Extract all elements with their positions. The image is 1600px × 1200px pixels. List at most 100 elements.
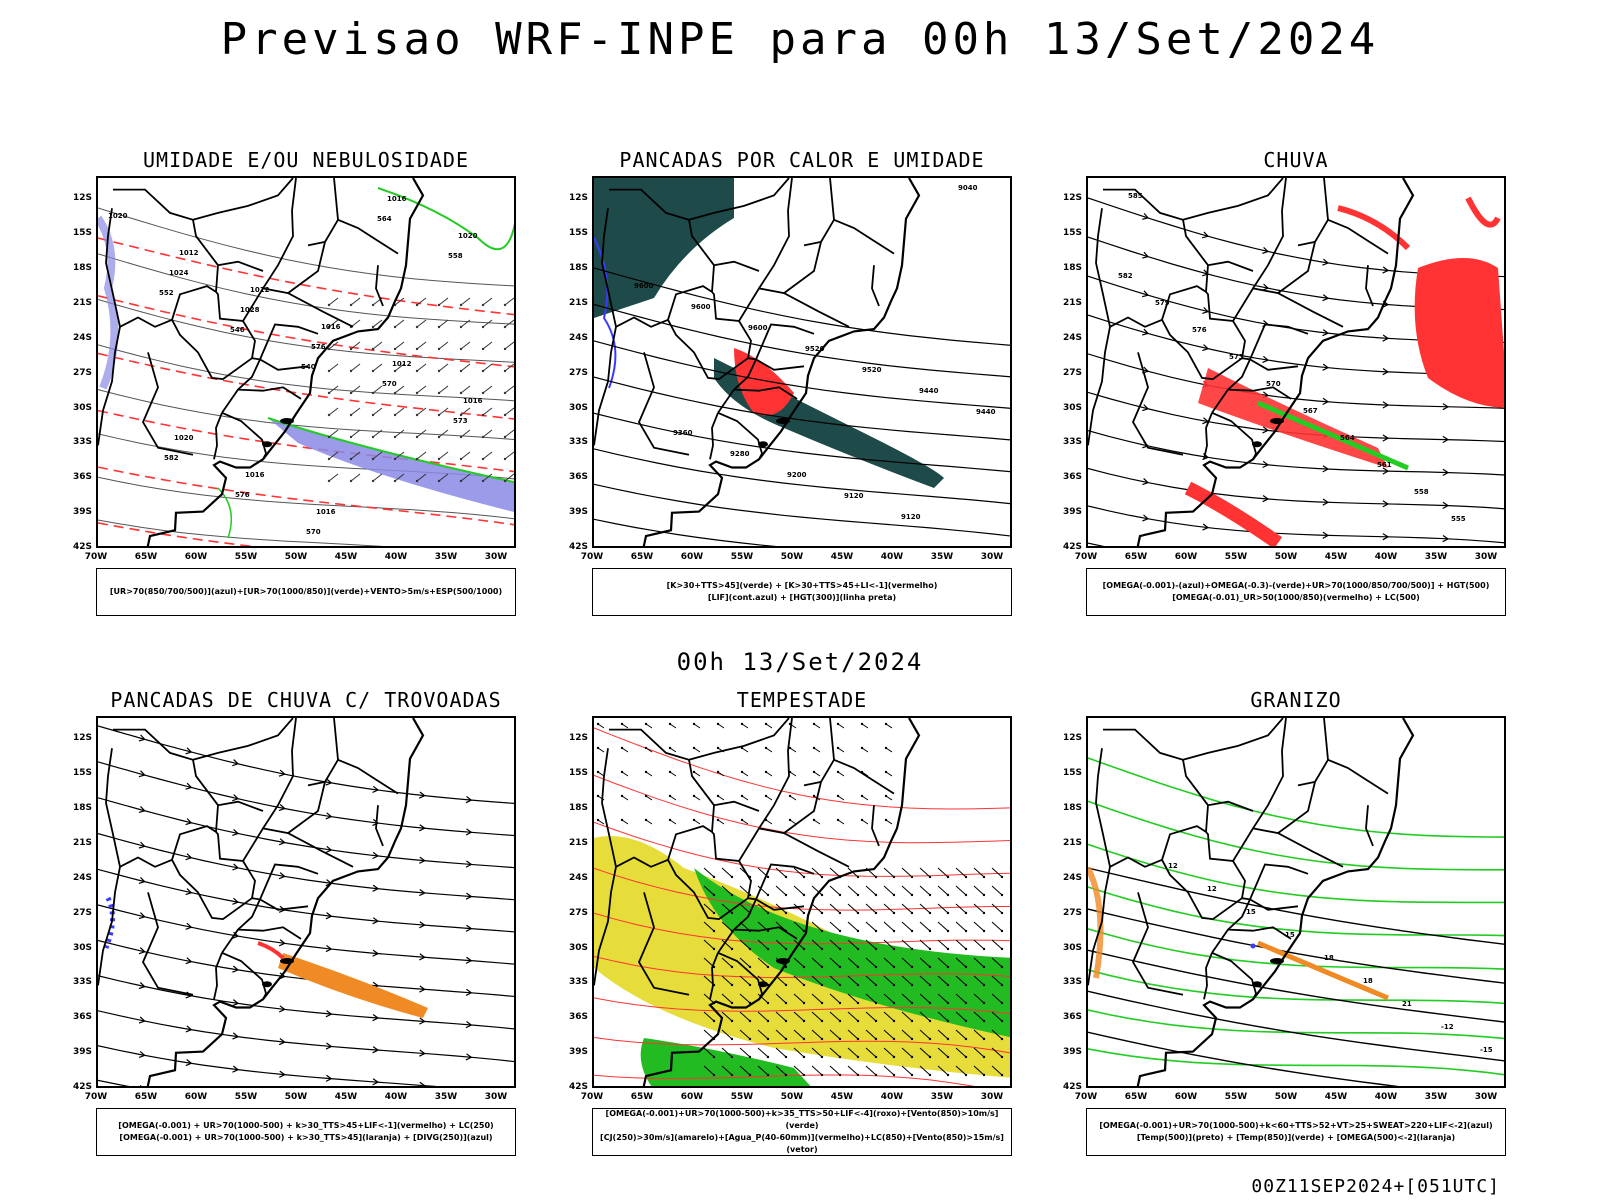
wind-vector — [793, 867, 805, 878]
lat-tick-label: 15S — [568, 768, 588, 779]
state-border — [1088, 866, 1111, 986]
state-border — [171, 859, 253, 921]
lagoa-dos-patos — [280, 957, 294, 964]
flow-arrow — [1202, 344, 1210, 352]
state-border — [717, 951, 763, 1000]
wind-vector — [973, 993, 985, 1004]
wind-vector — [955, 993, 967, 1004]
contour-label: 552 — [159, 289, 174, 297]
lat-tick-label: 18S — [72, 263, 92, 273]
flow-arrow — [465, 924, 473, 932]
lon-tick-label: 70W — [1074, 552, 1098, 562]
flow-arrow — [372, 1014, 380, 1022]
state-border — [119, 825, 217, 868]
state-border — [738, 287, 850, 328]
contour-label: 9600 — [634, 282, 654, 290]
wind-vector — [721, 1011, 733, 1022]
wind-vector — [865, 921, 877, 932]
wind-vector — [793, 957, 805, 968]
state-border — [1232, 287, 1344, 328]
lon-tick-label: 50W — [1274, 552, 1298, 562]
flow-arrow — [419, 889, 426, 897]
state-border — [711, 291, 752, 359]
state-border — [755, 898, 805, 911]
wind-vector — [721, 1029, 733, 1040]
wind-vector — [829, 903, 841, 914]
lon-tick-label: 35W — [434, 1092, 458, 1102]
state-border — [1161, 859, 1243, 921]
wind-vector — [847, 1011, 859, 1022]
state-border — [105, 748, 121, 867]
lat-tick-label: 21S — [72, 297, 92, 308]
wind-vector — [757, 1011, 769, 1022]
wind-vector — [973, 885, 985, 896]
flow-arrow — [232, 863, 240, 871]
wind-vector — [394, 451, 405, 460]
wind-vector — [793, 1065, 805, 1076]
lon-tick-label: 30W — [980, 552, 1004, 562]
lat-tick-label: 15S — [72, 228, 92, 239]
lat-tick-label: 12S — [568, 193, 588, 204]
state-border — [215, 831, 256, 899]
state-border — [242, 287, 354, 328]
wind-vector — [721, 957, 733, 968]
lon-tick-label: 70W — [580, 552, 604, 562]
lon-tick-label: 50W — [284, 1092, 308, 1102]
flow-arrow — [278, 804, 286, 812]
wind-vector — [328, 297, 339, 306]
wind-vector — [350, 385, 361, 394]
wind-vector — [328, 363, 339, 372]
panel-title: CHUVA — [1263, 148, 1329, 172]
panel-title: UMIDADE E/OU NEBULOSIDADE — [142, 148, 470, 172]
wind-vector — [416, 385, 427, 394]
state-border — [733, 926, 798, 940]
legend-line: [OMEGA(-0.001) + UR>70(1000-500) + k>30_… — [118, 1121, 494, 1130]
wind-vector — [811, 1029, 823, 1040]
lat-tick-label: 12S — [72, 193, 92, 204]
wind-vector — [438, 385, 449, 394]
wind-vector — [504, 451, 514, 460]
flow-arrow — [1142, 478, 1150, 486]
contour-label: 9520 — [862, 366, 882, 374]
wind-vector — [741, 723, 749, 729]
wind-vector — [789, 819, 797, 825]
panel-legend: [UR>70(850/700/500)](azul)+[UR>70(1000/8… — [96, 568, 516, 616]
lat-tick-label: 33S — [568, 977, 588, 988]
state-border — [307, 781, 326, 787]
wind-vector — [460, 473, 471, 482]
flow-arrow — [1262, 495, 1270, 503]
wind-vector — [1009, 994, 1010, 995]
contour-label: 546 — [230, 326, 245, 334]
wind-vector — [837, 795, 845, 801]
lat-tick-label: 36S — [568, 472, 588, 483]
flow-arrow — [419, 824, 426, 832]
lon-tick-label: 50W — [284, 552, 308, 562]
state-border — [221, 951, 267, 1000]
map-area: 9600 9600 9600 9520 9520 9440 9440 9360 9280 9200… — [592, 176, 1012, 548]
wind-vector — [865, 903, 877, 914]
wind-vector — [775, 921, 787, 932]
wind-vector — [883, 903, 895, 914]
wind-vector — [372, 473, 383, 482]
wind-vector — [703, 1029, 715, 1040]
legend-line: [OMEGA(-0.001)+UR>70(1000-500)+k>35_TTS>… — [605, 1109, 999, 1130]
state-border — [783, 718, 835, 834]
wind-vector — [739, 1065, 751, 1076]
wind-vector — [955, 939, 967, 950]
contour-label: 9520 — [805, 345, 825, 353]
wind-vector — [757, 993, 769, 1004]
wind-vector — [885, 819, 893, 825]
wind-vector — [739, 993, 751, 1004]
wind-vector — [1009, 958, 1010, 959]
state-border — [1103, 728, 1209, 832]
state-border — [105, 208, 121, 327]
state-border — [98, 326, 121, 446]
wind-vector — [775, 867, 787, 878]
wind-vector — [703, 993, 715, 1004]
state-border — [1207, 800, 1254, 812]
wind-vector — [416, 429, 427, 438]
wind-vector — [901, 939, 913, 950]
wind-vector — [991, 885, 1003, 896]
lon-tick-label: 55W — [234, 552, 258, 562]
flow-arrow — [325, 1042, 333, 1050]
